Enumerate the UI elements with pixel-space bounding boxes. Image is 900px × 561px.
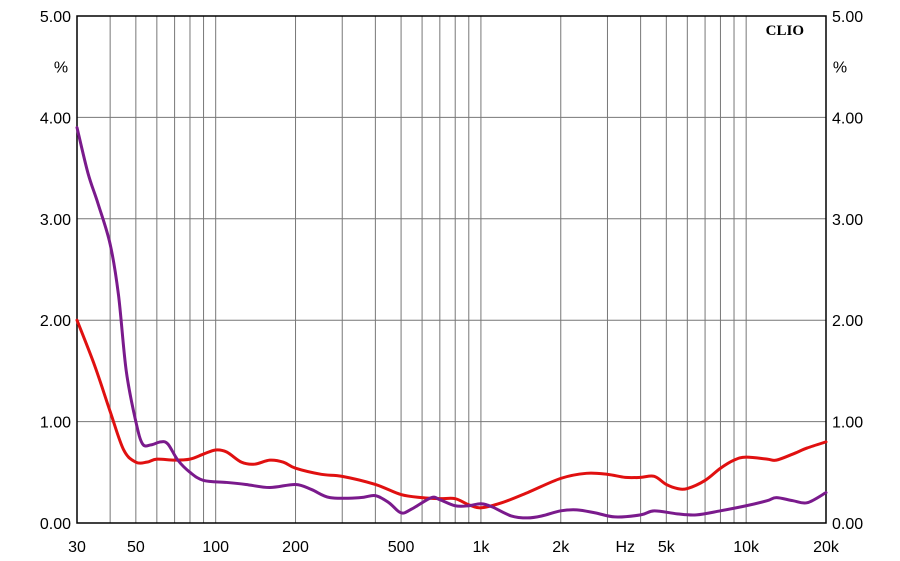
y-tick-label-right: 3.00 <box>832 212 863 229</box>
y-tick-label-left: 5.00 <box>40 9 71 26</box>
x-tick-label: 20k <box>813 539 840 556</box>
y-tick-label-right: 0.00 <box>832 516 863 533</box>
x-tick-label: 50 <box>127 539 145 556</box>
plot-frame <box>76 15 827 524</box>
y-unit-right: % <box>833 60 847 77</box>
x-tick-label: 2k <box>552 539 570 556</box>
x-tick-label: 200 <box>282 539 309 556</box>
y-tick-label-right: 1.00 <box>832 415 863 432</box>
x-tick-label: 500 <box>388 539 415 556</box>
x-tick-label: 10k <box>733 539 760 556</box>
x-tick-label: 100 <box>202 539 229 556</box>
x-tick-label: 30 <box>68 539 86 556</box>
y-tick-label-right: 5.00 <box>832 9 863 26</box>
x-tick-label: 5k <box>658 539 676 556</box>
series-layer <box>75 126 828 520</box>
y-tick-label-left: 2.00 <box>40 313 71 330</box>
labels-layer: 0.00 0.00 1.00 1.00 2.00 2.00 3.00 3.00 4.00 4.00… <box>40 9 863 556</box>
y-unit-left: % <box>54 60 68 77</box>
series-line-1 <box>75 318 828 510</box>
x-unit-label: Hz <box>615 539 635 556</box>
y-tick-label-left: 1.00 <box>40 415 71 432</box>
y-tick-label-left: 0.00 <box>40 516 71 533</box>
grid <box>76 15 827 524</box>
x-tick-label: 1k <box>472 539 490 556</box>
y-tick-label-right: 4.00 <box>832 110 863 127</box>
y-tick-label-left: 3.00 <box>40 212 71 229</box>
y-tick-label-left: 4.00 <box>40 110 71 127</box>
brand-label: CLIO <box>766 23 804 39</box>
y-tick-label-right: 2.00 <box>832 313 863 330</box>
series-line-2 <box>75 126 828 520</box>
